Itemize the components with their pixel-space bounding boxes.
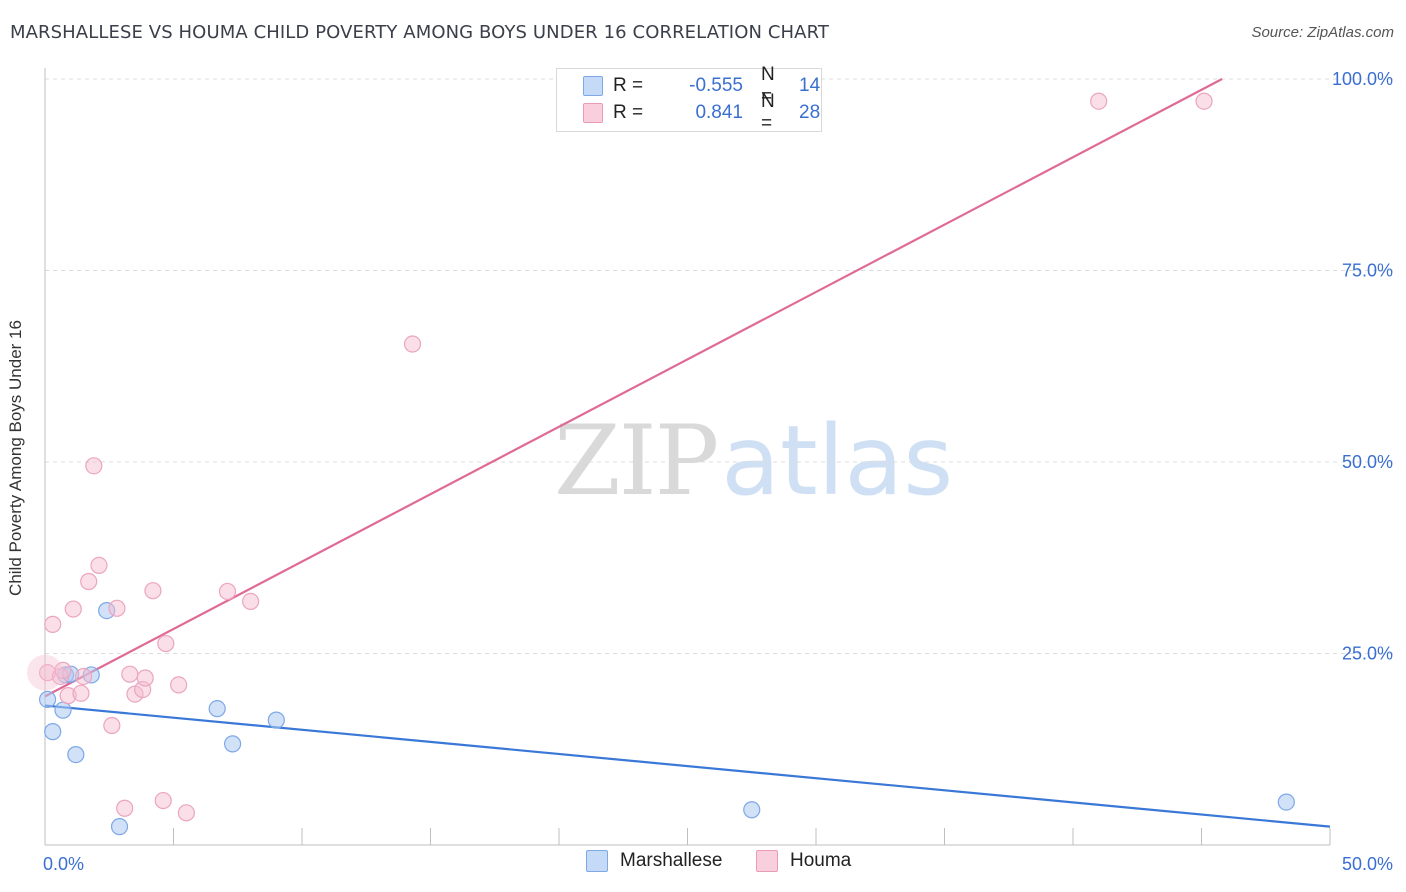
y-tick-label: 50.0% (1342, 452, 1393, 472)
point-marshallese (54, 701, 72, 719)
point-marshallese (67, 746, 85, 764)
n-label: N = (761, 91, 775, 134)
point-houma (403, 335, 422, 353)
y-axis-label: Child Poverty Among Boys Under 16 (6, 320, 25, 596)
point-houma (144, 582, 162, 600)
point-houma (177, 804, 195, 822)
point-marshallese (38, 690, 57, 709)
point-houma (90, 556, 108, 575)
source-label: Source: ZipAtlas.com (1251, 24, 1394, 41)
legend-label-marshallese: Marshallese (620, 850, 723, 871)
point-houma (1090, 92, 1108, 110)
chart-title: MARSHALLESE VS HOUMA CHILD POVERTY AMONG… (10, 22, 829, 43)
point-houma (154, 791, 172, 810)
watermark: ZIPatlas (554, 405, 953, 517)
point-houma (121, 665, 139, 683)
y-tick-label: 25.0% (1342, 644, 1393, 664)
point-houma (242, 592, 260, 611)
point-houma (218, 582, 237, 601)
trend-line-marshallese (44, 704, 1331, 828)
r-value: 0.841 (695, 102, 743, 123)
x-tick-label: 50.0% (1342, 854, 1393, 874)
point-houma (170, 676, 188, 694)
point-houma (44, 615, 62, 633)
point-houma (85, 457, 103, 475)
point-houma-large (27, 654, 63, 691)
houma-legend-swatch (756, 850, 778, 872)
r-label: R = (613, 75, 644, 96)
point-houma (1195, 92, 1213, 110)
point-marshallese (267, 711, 285, 729)
y-axis-label-wrap: Child Poverty Among Boys Under 16 (6, 320, 36, 596)
point-marshallese (110, 818, 129, 836)
axes (44, 68, 1331, 846)
point-houma (157, 634, 175, 653)
watermark-zip: ZIP (554, 405, 719, 517)
legend-label-houma: Houma (790, 850, 852, 871)
grid-lines (45, 78, 1395, 654)
point-houma (72, 684, 90, 702)
r-label: R = (613, 102, 644, 123)
houma-swatch (583, 103, 603, 123)
point-houma (74, 667, 93, 686)
point-marshallese (743, 801, 761, 819)
point-houma (108, 599, 126, 617)
trend-line-houma (44, 78, 1223, 698)
point-houma (103, 716, 121, 735)
point-houma (54, 661, 72, 679)
x-tick-label: 0.0% (43, 854, 84, 874)
legend-item-marshallese[interactable]: Marshallese (586, 850, 722, 872)
y-tick-label: 100.0% (1332, 69, 1393, 89)
point-marshallese (224, 735, 242, 753)
r-value: -0.555 (689, 75, 743, 96)
marshallese-swatch (583, 76, 603, 96)
point-marshallese (44, 723, 62, 741)
stats-legend: R = -0.555 N = 14 R = 0.841 N = 28 (556, 64, 822, 134)
point-houma (116, 799, 134, 817)
n-label: N = (761, 64, 775, 107)
tick-labels: 25.0% 50.0% 75.0% 100.0% 0.0% 50.0% (43, 69, 1393, 874)
watermark-atlas: atlas (721, 405, 954, 517)
point-houma (136, 669, 154, 687)
y-tick-label: 75.0% (1342, 261, 1393, 281)
data-points (27, 92, 1295, 836)
point-houma (64, 600, 82, 618)
marshallese-legend-swatch (586, 850, 608, 872)
point-houma (80, 572, 98, 591)
legend-item-houma[interactable]: Houma (756, 850, 851, 872)
trend-lines (44, 78, 1331, 828)
n-value: 14 (799, 75, 821, 96)
n-value: 28 (799, 102, 821, 123)
point-marshallese (1277, 793, 1295, 811)
point-marshallese (208, 700, 226, 718)
